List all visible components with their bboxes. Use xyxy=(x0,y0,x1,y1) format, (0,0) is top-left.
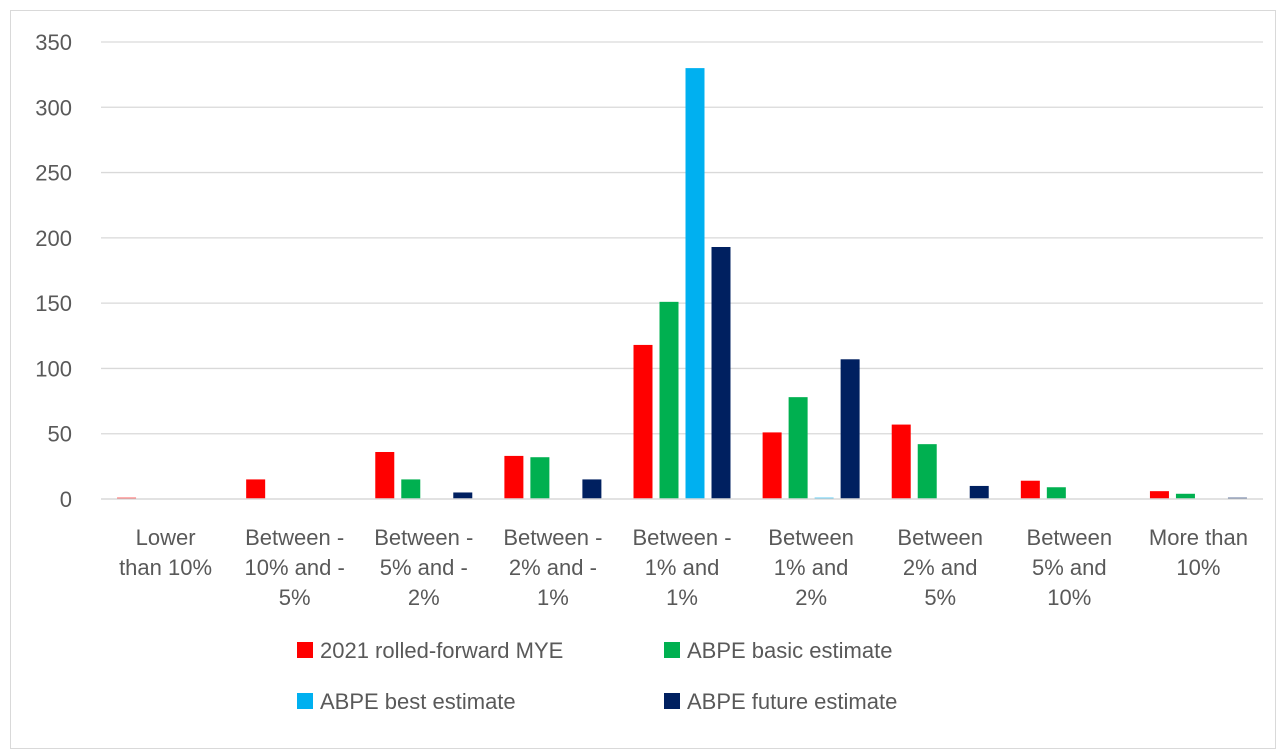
bar-1-7 xyxy=(891,424,911,499)
bars xyxy=(117,68,1247,499)
x-tick-label: Between 2% and 5% xyxy=(897,525,983,610)
bar-4-3 xyxy=(453,492,473,499)
x-tick-label: Between 5% and 10% xyxy=(1027,525,1113,610)
legend-label: ABPE best estimate xyxy=(320,689,516,714)
x-tick-label: Between -5% and -2% xyxy=(374,525,473,610)
bar-2-3 xyxy=(401,479,421,499)
legend-label: ABPE future estimate xyxy=(687,689,897,714)
y-tick-label: 250 xyxy=(35,161,72,186)
legend-label: 2021 rolled-forward MYE xyxy=(320,638,563,663)
x-tick-label: Between -2% and -1% xyxy=(503,525,602,610)
bar-1-5 xyxy=(633,344,653,499)
bar-1-3 xyxy=(375,451,395,499)
bar-4-7 xyxy=(969,485,989,499)
bar-2-4 xyxy=(530,457,550,499)
y-tick-label: 350 xyxy=(35,30,72,55)
y-tick-label: 100 xyxy=(35,356,72,381)
y-tick-label: 300 xyxy=(35,95,72,120)
legend-swatch xyxy=(297,642,313,658)
bar-4-5 xyxy=(711,246,731,499)
bar-4-4 xyxy=(582,479,602,499)
legend-swatch xyxy=(664,642,680,658)
bar-2-7 xyxy=(917,444,937,499)
y-tick-label: 0 xyxy=(60,487,72,512)
legend-swatch xyxy=(297,693,313,709)
x-tick-label: More than 10% xyxy=(1149,525,1248,580)
bar-2-6 xyxy=(788,397,808,499)
x-tick-label: Between -10% and -5% xyxy=(245,525,345,610)
axes: 0 50 100 150 200 250 300 350 Lower than 10% Betwee… xyxy=(35,30,1263,610)
legend: 2021 rolled-forward MYE ABPE basic estima… xyxy=(297,638,897,714)
bar-1-9 xyxy=(1149,491,1169,499)
bar-2-5 xyxy=(659,301,679,499)
x-tick-label: Between -1% and 1% xyxy=(632,525,731,610)
bar-4-6 xyxy=(840,359,860,499)
x-tick-label: Lower than 10% xyxy=(119,525,212,580)
y-tick-label: 200 xyxy=(35,226,72,251)
bar-1-6 xyxy=(762,432,782,499)
x-tick-label: Between 1% and 2% xyxy=(768,525,854,610)
legend-swatch xyxy=(664,693,680,709)
bar-1-2 xyxy=(246,479,266,499)
bar-1-8 xyxy=(1020,480,1040,499)
gridlines xyxy=(101,41,1263,435)
y-tick-label: 50 xyxy=(48,422,72,447)
bar-1-4 xyxy=(504,455,524,499)
y-tick-label: 150 xyxy=(35,291,72,316)
bar-3-5 xyxy=(685,68,705,499)
legend-label: ABPE basic estimate xyxy=(687,638,892,663)
bar-2-9 xyxy=(1175,493,1195,499)
bar-2-8 xyxy=(1046,487,1066,499)
